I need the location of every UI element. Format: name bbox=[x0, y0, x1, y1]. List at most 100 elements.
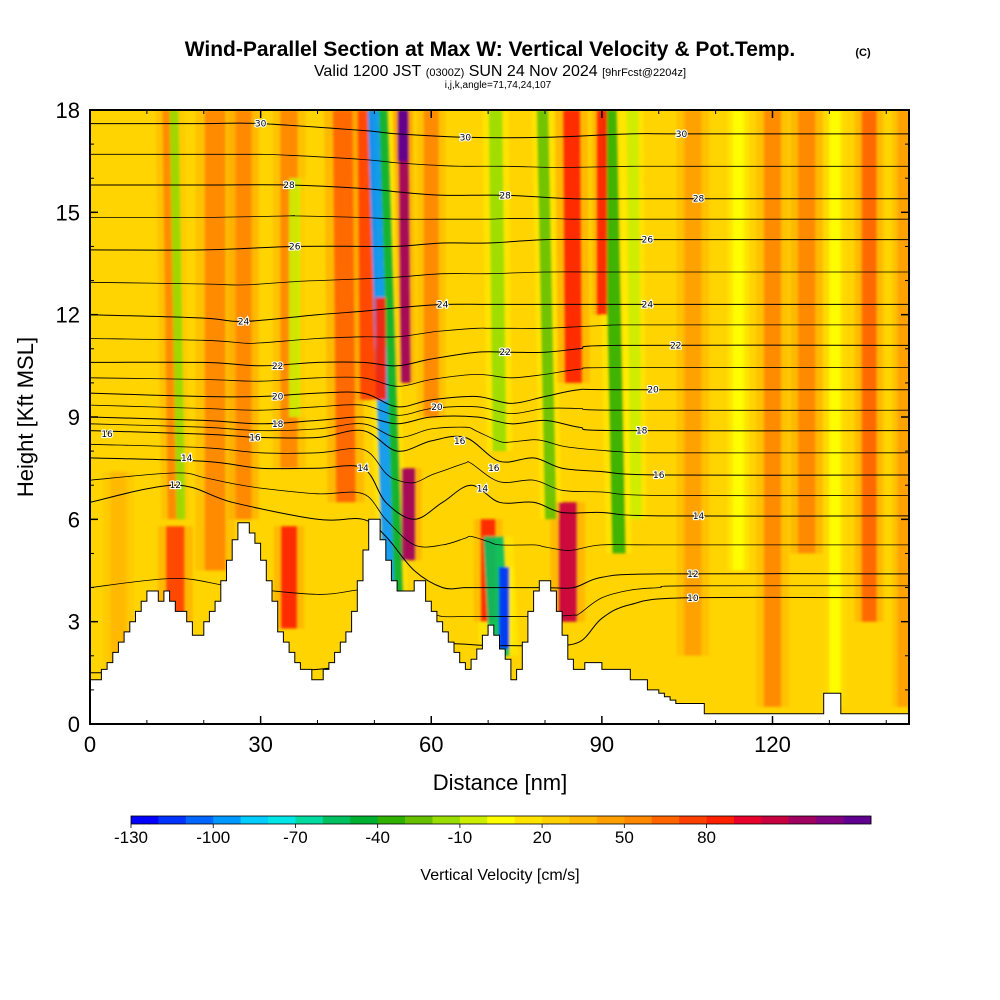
velocity-column bbox=[378, 110, 404, 595]
velocity-column bbox=[536, 110, 557, 520]
theta-contour-12 bbox=[90, 484, 909, 590]
theta-contour-label-24: 24 bbox=[641, 299, 655, 311]
colorbar-tick-label: -70 bbox=[283, 828, 308, 847]
theta-contour-minor bbox=[90, 423, 909, 454]
y-tick-label: 15 bbox=[56, 200, 80, 225]
theta-contour-label-28: 28 bbox=[692, 194, 706, 206]
theta-contour-label-26: 26 bbox=[288, 241, 302, 253]
velocity-column bbox=[764, 110, 781, 707]
contour-label-text: 30 bbox=[255, 120, 267, 130]
velocity-column bbox=[235, 110, 252, 520]
y-tick-label: 12 bbox=[56, 303, 80, 328]
theta-contour-label-26: 26 bbox=[641, 235, 655, 247]
theta-contour-minor bbox=[90, 153, 909, 168]
velocity-column bbox=[289, 178, 301, 417]
theta-contour-minor bbox=[90, 577, 909, 618]
velocity-column bbox=[375, 297, 387, 400]
colorbar-swatch bbox=[514, 816, 543, 824]
contour-label-text: 28 bbox=[499, 191, 511, 201]
theta-contour-label-16: 16 bbox=[100, 429, 114, 441]
theta-contour-label-14: 14 bbox=[476, 484, 490, 496]
colorbar-swatch bbox=[295, 816, 324, 824]
y-tick-label: 18 bbox=[56, 98, 80, 123]
colorbar-swatch bbox=[377, 816, 406, 824]
colorbar-swatch bbox=[131, 816, 159, 824]
contour-label-text: 24 bbox=[437, 300, 449, 310]
velocity-column bbox=[732, 110, 745, 571]
contour-label-text: 20 bbox=[431, 403, 443, 413]
contour-label-text: 12 bbox=[687, 570, 698, 580]
theta-contour-14 bbox=[90, 457, 909, 520]
colorbar-swatch bbox=[185, 816, 214, 824]
colorbar-swatch bbox=[240, 816, 269, 824]
x-axis-label: Distance [nm] bbox=[433, 770, 568, 795]
colorbar-swatch bbox=[158, 816, 187, 824]
colorbar-tick-label: 80 bbox=[697, 828, 716, 847]
colorbar-swatch bbox=[432, 816, 461, 824]
theta-contour-label-20: 20 bbox=[646, 385, 660, 397]
plot-area: 10 12 12 14 14 14 14 16 16 16 16 16 18 18 20 20 20 22 22 22… bbox=[90, 110, 909, 724]
theta-contour-30 bbox=[90, 122, 909, 139]
colorbar-tick-label: 50 bbox=[615, 828, 634, 847]
contour-label-text: 30 bbox=[676, 130, 688, 140]
theta-contour-28 bbox=[90, 184, 909, 200]
contour-label-text: 18 bbox=[272, 420, 284, 430]
theta-contour-label-16: 16 bbox=[248, 432, 262, 444]
colorbar-swatch bbox=[268, 816, 296, 824]
velocity-column bbox=[166, 526, 185, 622]
theta-contour-label-22: 22 bbox=[271, 361, 285, 373]
theta-contour-label-14: 14 bbox=[356, 463, 370, 475]
contour-label-text: 22 bbox=[670, 341, 681, 351]
contour-label-text: 18 bbox=[636, 427, 648, 437]
theta-contour-minor bbox=[90, 472, 909, 551]
contour-label-text: 12 bbox=[170, 481, 181, 491]
contour-label-text: 14 bbox=[477, 485, 489, 495]
theta-contour-minor bbox=[90, 271, 909, 286]
theta-contour-label-24: 24 bbox=[436, 299, 450, 311]
theta-contour-label-18: 18 bbox=[271, 419, 285, 431]
velocity-column bbox=[423, 110, 439, 417]
subtitle-date: SUN 24 Nov 2024 bbox=[469, 63, 598, 80]
y-tick-label: 3 bbox=[68, 610, 80, 635]
contour-label-text: 14 bbox=[693, 512, 705, 522]
theta-contour-minor bbox=[90, 404, 909, 416]
theta-contour-minor bbox=[90, 443, 909, 497]
colorbar-swatch bbox=[843, 816, 872, 824]
x-tick-label: 0 bbox=[84, 732, 96, 757]
theta-contour-16 bbox=[90, 429, 909, 476]
velocity-column bbox=[204, 110, 226, 571]
colorbar-swatch bbox=[733, 816, 762, 824]
y-tick-label: 9 bbox=[68, 405, 80, 430]
theta-contour-label-20: 20 bbox=[430, 402, 444, 414]
theta-contour-label-18: 18 bbox=[635, 426, 649, 438]
colorbar-tick-label: -100 bbox=[196, 828, 230, 847]
colorbar-swatch bbox=[816, 816, 844, 824]
theta-contour-label-24: 24 bbox=[237, 316, 251, 328]
contour-label-text: 26 bbox=[642, 236, 654, 246]
theta-contour-label-10: 10 bbox=[686, 593, 700, 605]
subtitle-utc-time: (0300Z) bbox=[426, 67, 465, 79]
colorbar-swatch bbox=[651, 816, 680, 824]
contour-label-text: 14 bbox=[357, 464, 369, 474]
colorbar-frame bbox=[130, 815, 872, 825]
colorbar-swatch bbox=[788, 816, 817, 824]
colorbar-swatch bbox=[487, 816, 516, 824]
velocity-column bbox=[498, 567, 510, 649]
colorbar-title: Vertical Velocity [cm/s] bbox=[420, 867, 579, 884]
chart-subtitle: Valid 1200 JST (0300Z) SUN 24 Nov 2024 [… bbox=[314, 63, 686, 80]
velocity-column bbox=[281, 526, 297, 629]
theta-contour-22 bbox=[90, 344, 909, 367]
contour-label-text: 20 bbox=[647, 386, 659, 396]
theta-contour-18 bbox=[90, 415, 909, 432]
velocity-column bbox=[897, 110, 909, 707]
contour-label-text: 26 bbox=[289, 242, 301, 252]
velocity-column bbox=[861, 110, 877, 622]
index-line: i,j,k,angle=71,74,24,107 bbox=[445, 80, 552, 91]
theta-contour-label-22: 22 bbox=[669, 340, 683, 352]
contour-label-text: 16 bbox=[101, 430, 113, 440]
y-tick-label: 0 bbox=[68, 712, 80, 737]
contour-label-text: 30 bbox=[460, 133, 472, 143]
colorbar-swatch bbox=[542, 816, 570, 824]
copyright-mark: (C) bbox=[855, 47, 871, 59]
velocity-column bbox=[110, 471, 127, 670]
